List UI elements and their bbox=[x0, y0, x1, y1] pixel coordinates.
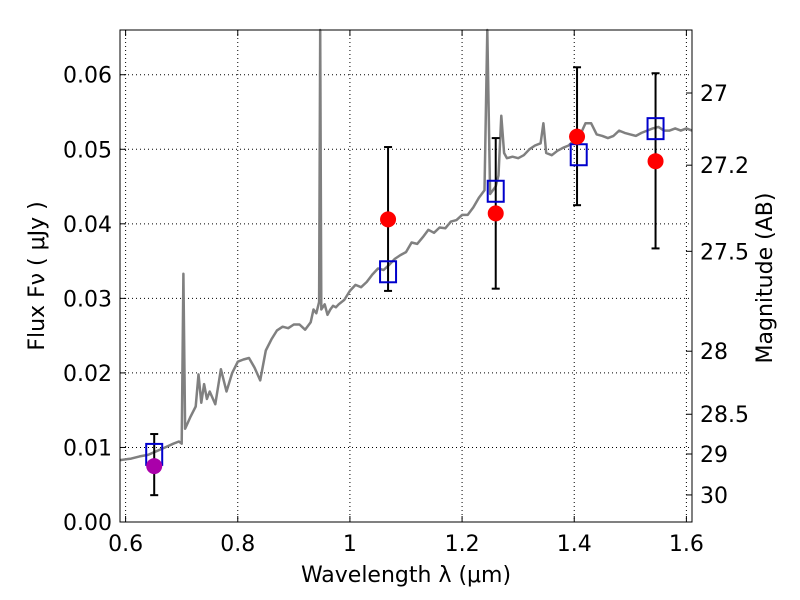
observed-point bbox=[146, 458, 163, 475]
x-tick-label: 0.8 bbox=[220, 532, 255, 557]
mag-tick-label: 27.2 bbox=[700, 154, 749, 179]
x-axis: 0.6 0.8 1 1.2 1.4 1.6 bbox=[108, 30, 704, 557]
plot-frame bbox=[119, 29, 693, 523]
observed-point bbox=[647, 153, 664, 170]
mag-tick-label: 28 bbox=[700, 340, 728, 365]
y-tick-label: 0.04 bbox=[63, 213, 112, 238]
observed-points bbox=[146, 128, 664, 475]
y-tick-label: 0.01 bbox=[63, 436, 112, 461]
observed-point bbox=[380, 211, 397, 228]
model-square bbox=[569, 143, 588, 167]
y-tick-label: 0.02 bbox=[63, 362, 112, 387]
plot-area bbox=[119, 28, 693, 497]
y-tick-label: 0.00 bbox=[63, 511, 112, 536]
model-square bbox=[486, 179, 505, 203]
x-axis-title: Wavelength λ (μm) bbox=[301, 563, 511, 588]
mag-tick-label: 27.5 bbox=[700, 240, 749, 265]
x-tick-label: 1.2 bbox=[445, 532, 480, 557]
mag-tick-label: 27 bbox=[700, 82, 728, 107]
x-tick-label: 1.4 bbox=[557, 532, 592, 557]
grid bbox=[120, 30, 692, 522]
mag-tick-label: 28.5 bbox=[700, 403, 749, 428]
observed-point bbox=[569, 128, 586, 145]
observed-point bbox=[487, 205, 504, 222]
y-tick-label: 0.06 bbox=[63, 64, 112, 89]
spectrum-line bbox=[119, 28, 693, 462]
y2-axis-title: Magnitude (AB) bbox=[753, 193, 778, 364]
x-tick-label: 1.6 bbox=[669, 532, 704, 557]
y-axis: 0.00 0.01 0.02 0.03 0.04 0.05 0.06 bbox=[63, 64, 126, 536]
y-axis-title: Flux Fν ( μJy ) bbox=[25, 201, 50, 350]
y-tick-label: 0.03 bbox=[63, 287, 112, 312]
model-points bbox=[145, 117, 665, 466]
x-tick-label: 0.6 bbox=[108, 532, 143, 557]
model-square bbox=[379, 260, 398, 284]
mag-tick-label: 29 bbox=[700, 443, 728, 468]
mag-tick-label: 30 bbox=[700, 484, 728, 509]
magnitude-axis: 27 27.2 27.5 28 28.5 29 30 bbox=[686, 82, 749, 509]
y-tick-label: 0.05 bbox=[63, 138, 112, 163]
x-tick-label: 1 bbox=[343, 532, 357, 557]
model-square bbox=[646, 117, 665, 141]
